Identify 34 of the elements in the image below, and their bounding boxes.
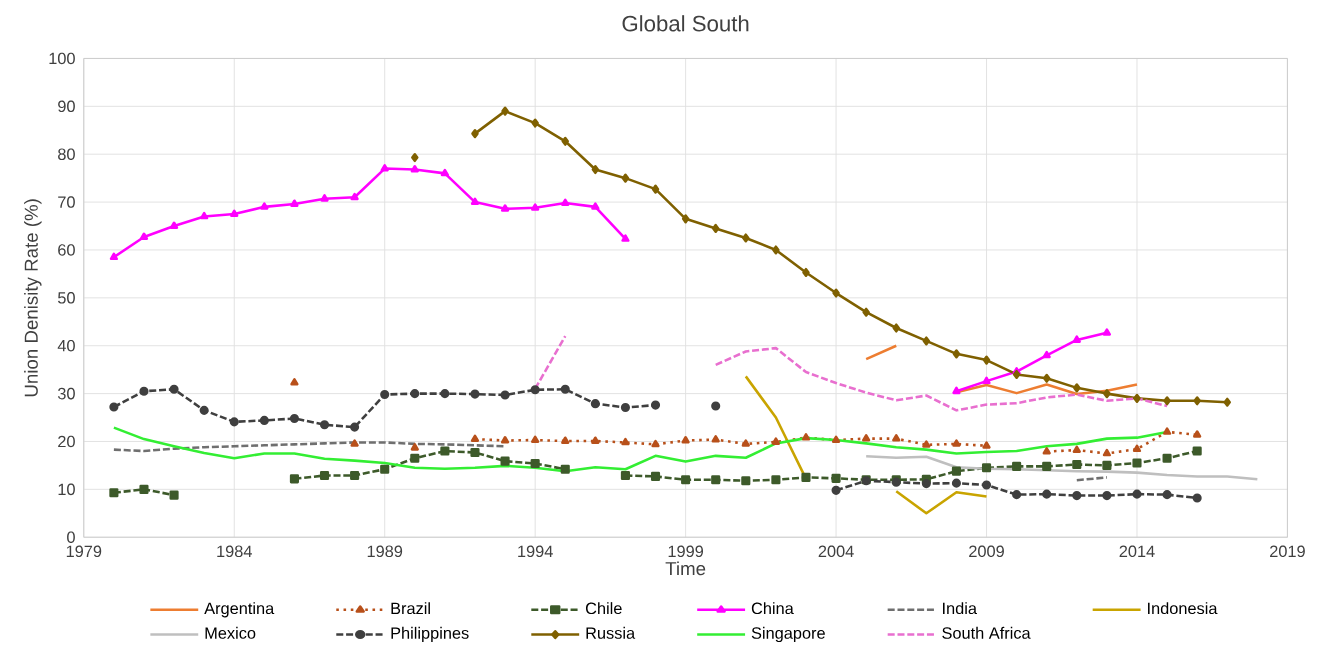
y-tick-label: 100 <box>49 52 75 65</box>
legend-label: Chile <box>585 602 622 615</box>
y-tick-label: 10 <box>58 483 75 496</box>
legend-label: India <box>943 602 977 615</box>
y-tick-label: 70 <box>58 196 75 208</box>
x-tick-label: 2009 <box>969 545 1004 558</box>
x-tick-label: 1989 <box>367 545 403 558</box>
legend-label: Indonesia <box>1148 602 1218 615</box>
y-tick-label: 60 <box>58 244 75 256</box>
chart-title: Global South <box>622 15 749 32</box>
y-tick-label: 50 <box>58 292 75 304</box>
x-tick-label: 1979 <box>66 545 102 558</box>
y-tick-label: 0 <box>67 531 75 544</box>
legend-label: Argentina <box>204 602 275 618</box>
y-tick-label: 80 <box>58 148 75 160</box>
legend-label: South Africa <box>942 626 1031 639</box>
x-tick-label: 1984 <box>217 545 252 558</box>
y-tick-label: 20 <box>58 435 75 448</box>
legend-label: China <box>751 602 794 615</box>
legend-label: Singapore <box>751 626 825 643</box>
legend-label: Russia <box>586 626 636 639</box>
y-tick-label: 30 <box>57 387 75 400</box>
y-tick-label: 90 <box>58 100 75 113</box>
x-tick-label: 1994 <box>518 545 553 558</box>
x-tick-label: 2019 <box>1270 545 1305 558</box>
y-tick-label: 40 <box>57 339 75 352</box>
legend-label: Brazil <box>391 602 430 615</box>
x-axis-title: Time <box>665 561 706 576</box>
y-axis-title: Union Denisity Rate (%) <box>24 199 42 397</box>
x-tick-label: 2014 <box>1119 545 1155 558</box>
legend-label: Mexico <box>205 626 256 639</box>
x-tick-label: 2004 <box>818 545 854 558</box>
legend-label: Philippines <box>391 626 469 643</box>
x-tick-label: 1999 <box>668 545 704 558</box>
